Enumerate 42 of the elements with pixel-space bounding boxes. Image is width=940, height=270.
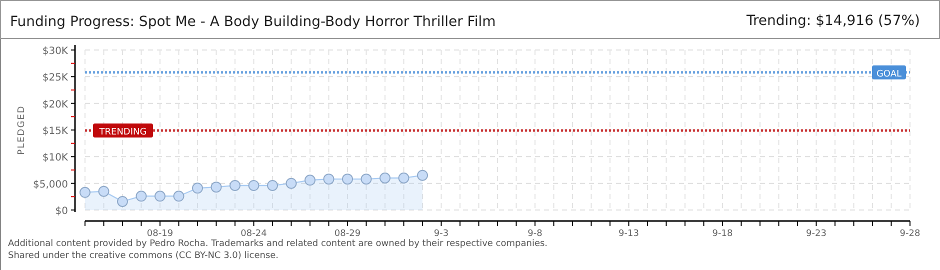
point (286, 178, 297, 189)
point (398, 172, 410, 184)
ref-line-label: TRENDING (98, 127, 147, 138)
point (267, 180, 278, 191)
y-tick-label: $20K (42, 99, 68, 110)
point (230, 180, 240, 191)
point (173, 190, 184, 202)
point (304, 174, 316, 186)
point (136, 190, 147, 202)
y-tick-label: $5,000 (33, 179, 68, 190)
y-tick-label: $10K (42, 152, 68, 164)
text: Shared under the creative commons (CC BY-NC 3.0) license. (8, 251, 279, 261)
x-tick-label: 9-18 (712, 229, 733, 239)
y-tick-label: $0 (55, 206, 68, 217)
ref-line-label: GOAL (876, 69, 902, 80)
chart-subtitle: Trending: $14,916 (57%) (745, 13, 920, 29)
point (323, 174, 334, 185)
point (192, 182, 203, 194)
x-tick-label: 9-13 (618, 229, 639, 239)
point (117, 196, 128, 207)
point (248, 180, 260, 191)
x-tick-label: 08-24 (240, 229, 268, 239)
x-tick-label: 9-8 (528, 229, 543, 239)
y-axis-title: PLEDGED (17, 105, 27, 155)
x-tick-label: 08-29 (334, 229, 361, 239)
x-tick-label: 9-23 (806, 229, 826, 239)
point (417, 170, 428, 181)
point (360, 174, 372, 185)
x-tick-label: 9-28 (900, 229, 920, 239)
point (154, 190, 166, 202)
point (98, 186, 110, 197)
chart-title: Funding Progress: Spot Me - A Body Building-Body Horror Thriller Film (10, 14, 496, 30)
point (210, 182, 222, 193)
point (342, 174, 353, 185)
y-tick-label: $30K (42, 46, 68, 57)
text: Additional content provided by Pedro Rocha. Trademarks and related content are owned by their respective companies. (8, 239, 548, 249)
y-tick-label: $25K (42, 72, 68, 84)
x-tick-label: 9-3 (434, 229, 449, 239)
x-tick-label: 08-19 (146, 229, 174, 239)
y-tick-label: $15K (42, 126, 68, 137)
point (80, 186, 90, 198)
point (380, 172, 390, 184)
